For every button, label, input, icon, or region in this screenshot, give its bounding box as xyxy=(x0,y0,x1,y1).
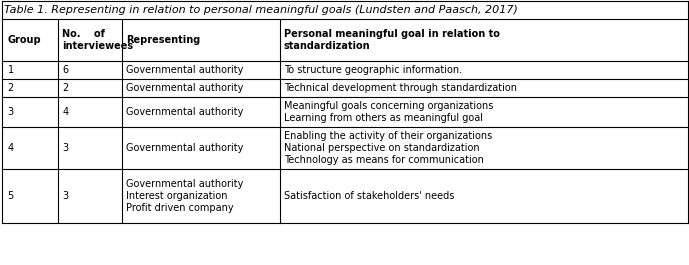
Text: Technical development through standardization: Technical development through standardiz… xyxy=(284,83,517,93)
Text: Personal meaningful goal in relation to
standardization: Personal meaningful goal in relation to … xyxy=(284,29,500,51)
Text: 3: 3 xyxy=(63,143,68,153)
Text: Governmental authority
Interest organization
Profit driven company: Governmental authority Interest organiza… xyxy=(126,179,243,213)
Text: Governmental authority: Governmental authority xyxy=(126,65,243,75)
Text: 1: 1 xyxy=(8,65,14,75)
Text: 4: 4 xyxy=(63,107,68,117)
Text: 4: 4 xyxy=(8,143,14,153)
Text: 2: 2 xyxy=(8,83,14,93)
Text: Table 1. Representing in relation to personal meaningful goals (Lundsten and Paa: Table 1. Representing in relation to per… xyxy=(4,5,518,15)
Text: 2: 2 xyxy=(63,83,69,93)
Text: No.    of
interviewees: No. of interviewees xyxy=(63,29,134,51)
Text: To structure geographic information.: To structure geographic information. xyxy=(284,65,462,75)
Text: Satisfaction of stakeholders' needs: Satisfaction of stakeholders' needs xyxy=(284,191,454,201)
Text: Meaningful goals concerning organizations
Learning from others as meaningful goa: Meaningful goals concerning organization… xyxy=(284,101,493,123)
Text: Enabling the activity of their organizations
National perspective on standardiza: Enabling the activity of their organizat… xyxy=(284,131,492,165)
Text: Governmental authority: Governmental authority xyxy=(126,83,243,93)
Text: Governmental authority: Governmental authority xyxy=(126,107,243,117)
Text: 5: 5 xyxy=(8,191,14,201)
Text: Group: Group xyxy=(8,35,41,45)
Text: Governmental authority: Governmental authority xyxy=(126,143,243,153)
Text: 6: 6 xyxy=(63,65,68,75)
Text: 3: 3 xyxy=(8,107,14,117)
Text: 3: 3 xyxy=(63,191,68,201)
Text: Representing: Representing xyxy=(126,35,200,45)
